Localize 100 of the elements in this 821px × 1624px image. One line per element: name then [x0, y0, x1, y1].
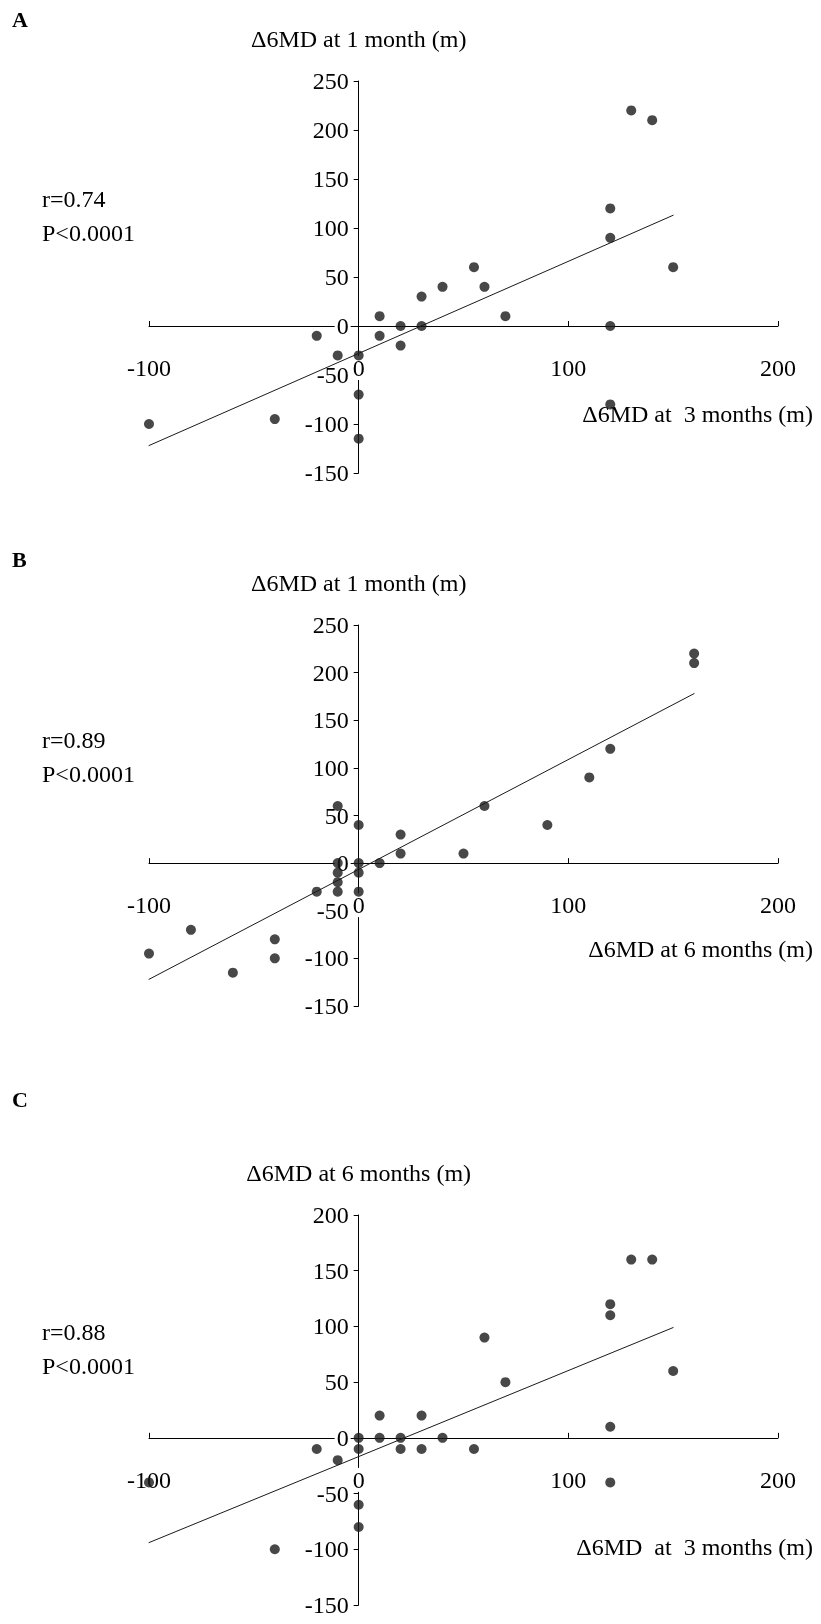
y-tick-label: -150: [304, 993, 349, 1019]
y-tick-label: 100: [312, 754, 349, 781]
point: [584, 772, 595, 783]
y-tick-label: 150: [312, 1257, 349, 1284]
text: r=0.88: [42, 1319, 106, 1346]
x-tick-label: 0: [352, 355, 365, 381]
point: [437, 281, 448, 292]
point: [479, 1332, 490, 1343]
point: [374, 1432, 385, 1443]
point: [605, 743, 616, 754]
point: [353, 1499, 364, 1510]
point: [479, 800, 490, 811]
point: [626, 1254, 637, 1265]
y-tick-label: -150: [304, 460, 349, 486]
point: [353, 389, 364, 400]
point: [311, 886, 322, 897]
point: [416, 1444, 427, 1454]
point: [353, 1444, 364, 1454]
point: [605, 203, 616, 214]
y-tick-label: -50: [316, 897, 349, 924]
point: [500, 1377, 511, 1388]
chart-title: C: [12, 1086, 28, 1112]
x-axis-title: Δ6MD at 3 months (m): [582, 401, 814, 428]
point: [605, 1477, 616, 1488]
point: [353, 433, 364, 444]
point: [374, 858, 385, 869]
point: [332, 1455, 343, 1466]
point: [311, 1444, 322, 1454]
point: [353, 867, 364, 878]
point: [269, 1544, 280, 1555]
y-tick-label: 0: [336, 313, 349, 339]
point: [269, 934, 280, 945]
point: [468, 262, 479, 273]
x-tick-label: -100: [127, 1466, 171, 1493]
point: [626, 105, 637, 116]
y-tick-label: 200: [312, 1202, 349, 1228]
x-tick-label: -100: [127, 355, 171, 381]
text: P<0.0001: [42, 760, 135, 787]
point: [542, 820, 553, 831]
point: [395, 1444, 406, 1454]
y-axis-title: Δ6MD at 6 months (m): [246, 1160, 472, 1186]
point: [647, 115, 658, 126]
x-tick-label: 100: [550, 892, 587, 919]
chart-title: A: [12, 6, 28, 32]
point: [437, 1432, 448, 1443]
point: [416, 291, 427, 302]
point: [605, 321, 616, 331]
y-tick-label: 50: [324, 802, 349, 829]
point: [269, 414, 280, 425]
point: [458, 848, 469, 859]
point: [605, 1310, 616, 1321]
text: r=0.89: [42, 726, 106, 753]
y-tick-label: 100: [312, 215, 349, 241]
point: [416, 1410, 427, 1421]
point: [605, 1299, 616, 1310]
point: [395, 848, 406, 859]
point: [500, 311, 511, 322]
point: [144, 419, 154, 429]
point: [353, 1432, 364, 1443]
point: [353, 350, 364, 361]
y-tick-label: 150: [312, 707, 349, 734]
y-tick-label: 150: [312, 166, 349, 192]
y-tick-label: 50: [324, 1369, 349, 1396]
point: [689, 658, 700, 669]
y-tick-label: 250: [312, 68, 349, 94]
y-tick-label: 100: [312, 1313, 349, 1340]
point: [395, 321, 406, 331]
x-tick-label: 200: [760, 1466, 796, 1493]
y-tick-label: -150: [304, 1592, 349, 1618]
point: [185, 924, 196, 935]
text: P<0.0001: [42, 219, 135, 246]
y-axis-title: Δ6MD at 1 month (m): [250, 26, 467, 52]
point: [311, 330, 322, 341]
x-tick-label: 200: [760, 892, 796, 919]
point: [668, 1366, 679, 1376]
point: [479, 281, 490, 292]
point: [374, 330, 385, 341]
y-tick-label: -50: [316, 1480, 349, 1507]
x-axis-title: Δ6MD at 6 months (m): [588, 936, 814, 963]
point: [395, 340, 406, 351]
point: [689, 648, 700, 659]
point: [332, 877, 343, 888]
y-axis-title: Δ6MD at 1 month (m): [250, 570, 467, 596]
point: [353, 858, 364, 869]
y-tick-label: 0: [336, 1424, 349, 1451]
point: [395, 829, 406, 840]
point: [353, 886, 364, 897]
point: [605, 232, 616, 243]
point: [332, 886, 343, 897]
point: [374, 311, 385, 322]
y-tick-label: -100: [304, 945, 349, 972]
chart-title: B: [12, 546, 27, 572]
point: [353, 820, 364, 831]
x-tick-label: 100: [550, 355, 587, 381]
point: [374, 1410, 385, 1421]
point: [468, 1444, 479, 1454]
point: [416, 321, 427, 331]
point: [605, 1421, 616, 1432]
point: [332, 350, 343, 361]
x-tick-label: 200: [760, 355, 796, 381]
